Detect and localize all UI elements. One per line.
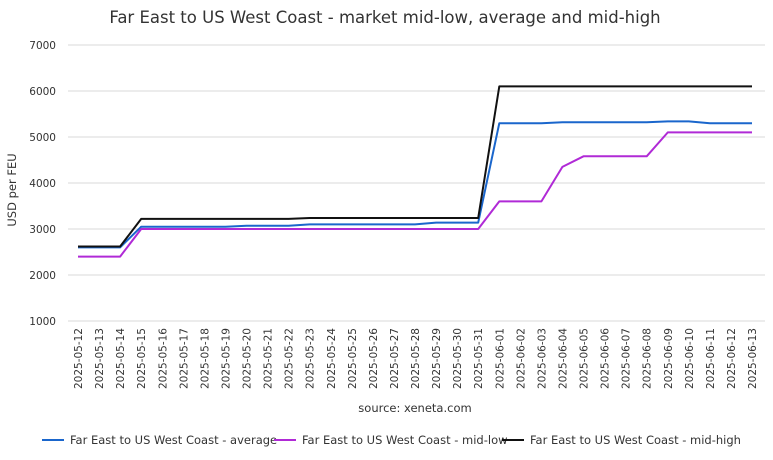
y-tick-label: 2000 bbox=[29, 270, 56, 282]
y-tick-label: 4000 bbox=[29, 178, 56, 190]
x-tick-label: 2025-05-27 bbox=[389, 328, 401, 389]
x-tick-label: 2025-05-20 bbox=[242, 328, 254, 389]
x-tick-label: 2025-05-14 bbox=[115, 328, 127, 389]
x-tick-label: 2025-05-17 bbox=[178, 328, 190, 389]
y-axis-ticks: 1000 2000 3000 4000 5000 6000 7000 bbox=[29, 40, 56, 328]
x-axis-label: source: xeneta.com bbox=[358, 401, 471, 415]
x-tick-label: 2025-05-29 bbox=[431, 328, 443, 389]
x-tick-label: 2025-06-11 bbox=[705, 328, 717, 389]
x-tick-label: 2025-05-23 bbox=[305, 328, 317, 389]
legend: Far East to US West Coast - average Far E… bbox=[42, 433, 741, 447]
series-lines bbox=[78, 85, 752, 258]
series-line-2 bbox=[78, 85, 752, 248]
x-tick-label: 2025-05-22 bbox=[284, 328, 296, 389]
x-tick-label: 2025-05-19 bbox=[220, 328, 232, 389]
x-tick-label: 2025-06-03 bbox=[536, 328, 548, 389]
y-axis-label: USD per FEU bbox=[5, 153, 19, 226]
x-tick-label: 2025-06-02 bbox=[515, 328, 527, 389]
y-tick-label: 7000 bbox=[29, 40, 56, 52]
x-tick-label: 2025-06-06 bbox=[600, 328, 612, 389]
y-tick-label: 1000 bbox=[29, 316, 56, 328]
legend-label-2: Far East to US West Coast - mid-high bbox=[530, 433, 741, 447]
x-tick-label: 2025-05-30 bbox=[452, 328, 464, 389]
x-tick-label: 2025-06-13 bbox=[747, 328, 759, 389]
x-tick-label: 2025-05-24 bbox=[326, 328, 338, 389]
x-tick-label: 2025-06-10 bbox=[684, 328, 696, 389]
x-tick-label: 2025-05-28 bbox=[410, 328, 422, 389]
y-tick-label: 6000 bbox=[29, 86, 56, 98]
x-axis-ticks: 2025-05-12 2025-05-13 2025-05-14 2025-05-15… bbox=[73, 328, 759, 389]
y-tick-label: 5000 bbox=[29, 132, 56, 144]
x-tick-label: 2025-05-31 bbox=[473, 328, 485, 389]
x-tick-label: 2025-05-25 bbox=[347, 328, 359, 389]
series-line-0 bbox=[78, 120, 752, 249]
x-tick-label: 2025-05-16 bbox=[157, 328, 169, 389]
x-tick-label: 2025-06-07 bbox=[621, 328, 633, 389]
x-tick-label: 2025-06-08 bbox=[642, 328, 654, 389]
legend-label-0: Far East to US West Coast - average bbox=[70, 433, 277, 447]
x-tick-label: 2025-06-01 bbox=[494, 328, 506, 389]
x-tick-label: 2025-05-26 bbox=[368, 328, 380, 389]
x-tick-label: 2025-05-21 bbox=[263, 328, 275, 389]
x-tick-label: 2025-06-05 bbox=[579, 328, 591, 389]
y-tick-label: 3000 bbox=[29, 224, 56, 236]
x-tick-label: 2025-05-12 bbox=[73, 328, 85, 389]
x-tick-label: 2025-06-04 bbox=[557, 328, 569, 389]
series-line-1 bbox=[78, 131, 752, 258]
x-tick-label: 2025-05-15 bbox=[136, 328, 148, 389]
x-tick-label: 2025-05-18 bbox=[199, 328, 211, 389]
x-tick-label: 2025-05-13 bbox=[94, 328, 106, 389]
x-tick-label: 2025-06-09 bbox=[663, 328, 675, 389]
x-tick-label: 2025-06-12 bbox=[726, 328, 738, 389]
chart-title: Far East to US West Coast - market mid-l… bbox=[109, 8, 660, 27]
legend-label-1: Far East to US West Coast - mid-low bbox=[302, 433, 508, 447]
